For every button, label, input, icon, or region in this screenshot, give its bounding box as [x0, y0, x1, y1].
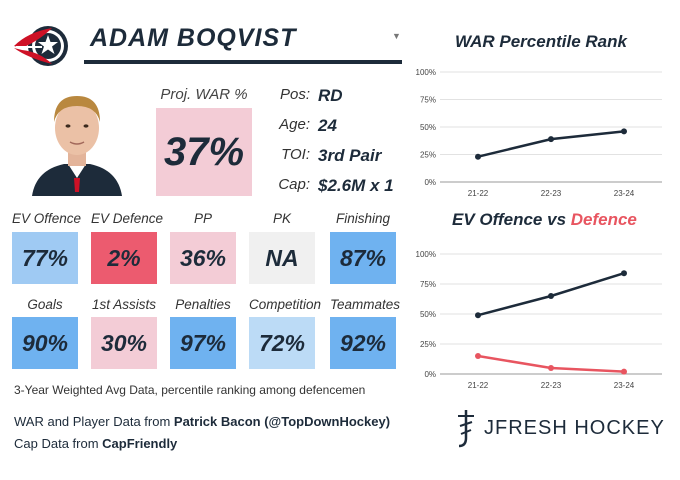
y-tick-label: 0%: [424, 178, 436, 187]
cap-credit-source: CapFriendly: [102, 436, 178, 451]
metric-label: EV Defence: [91, 211, 164, 226]
metric-label: Goals: [27, 297, 63, 312]
war-credit-source: Patrick Bacon (@TopDownHockey): [173, 414, 391, 429]
jfresh-logo-icon: [458, 410, 474, 448]
metric-label: PP: [193, 211, 212, 226]
ev-title-vs: vs: [542, 210, 571, 229]
metric-tile: 90%: [12, 317, 78, 369]
war-credit: WAR and Player Data from Patrick Bacon (…: [14, 414, 390, 429]
proj-war-value: 37%: [156, 108, 252, 196]
info-key: Pos:: [279, 86, 310, 103]
y-tick-label: 100%: [416, 68, 436, 77]
data-point: [621, 270, 627, 277]
proj-war-label: Proj. WAR %: [160, 86, 248, 103]
ev-chart-title: EV Offence vs Defence: [452, 210, 637, 230]
cap-credit-prefix: Cap Data from: [14, 436, 103, 451]
metric-tile: 2%: [91, 232, 157, 284]
data-point: [475, 353, 481, 359]
brand: JFRESH HOCKEY: [454, 408, 670, 450]
y-tick-label: 75%: [420, 280, 436, 289]
info-key: Age:: [279, 116, 310, 133]
y-tick-label: 100%: [416, 250, 436, 259]
data-point: [548, 365, 554, 371]
war-chart-title: WAR Percentile Rank: [455, 32, 627, 51]
metric-label: Finishing: [335, 211, 391, 226]
y-tick-label: 0%: [424, 370, 436, 379]
war-percentile-chart: 0% 25% 50% 75% 100% 21-22 22-23 23-24: [416, 68, 662, 198]
info-row-age: Age: 24: [270, 116, 410, 140]
metric-label: 1st Assists: [91, 297, 156, 312]
data-point: [548, 293, 554, 299]
metric-label: Teammates: [330, 297, 401, 312]
info-key: TOI:: [281, 146, 310, 163]
team-logo-icon: [14, 26, 68, 66]
ev-title-defence: Defence: [570, 210, 637, 229]
y-tick-label: 75%: [420, 96, 436, 105]
series-line-0: [477, 130, 625, 158]
x-tick-label: 21-22: [468, 381, 489, 390]
brand-text: JFRESH HOCKEY: [484, 417, 665, 439]
x-tick-label: 21-22: [468, 189, 489, 198]
info-value: RD: [318, 86, 343, 105]
war-credit-prefix: WAR and Player Data from: [14, 414, 174, 429]
y-tick-label: 25%: [420, 340, 436, 349]
data-footnote: 3-Year Weighted Avg Data, percentile ran…: [14, 383, 366, 397]
ev-offence-defence-chart: 0% 25% 50% 75% 100% 21-22 22-23 23-24: [416, 250, 662, 390]
x-tick-label: 22-23: [541, 381, 562, 390]
data-point: [621, 368, 627, 375]
cap-credit: Cap Data from CapFriendly: [14, 436, 177, 451]
data-point: [475, 312, 481, 319]
metric-tile: 87%: [330, 232, 396, 284]
y-tick-label: 25%: [420, 151, 436, 160]
info-row-toi: TOI: 3rd Pair: [270, 146, 410, 170]
y-tick-label: 50%: [420, 123, 436, 132]
title-underline: [84, 60, 402, 64]
metric-tile: 77%: [12, 232, 78, 284]
info-value: $2.6M x 1: [318, 176, 394, 195]
data-point: [475, 153, 481, 160]
info-value: 3rd Pair: [318, 146, 382, 165]
metric-tile: NA: [249, 232, 315, 284]
info-key: Cap:: [278, 176, 310, 193]
metric-label: PK: [272, 211, 291, 226]
y-tick-label: 50%: [420, 310, 436, 319]
info-row-cap: Cap: $2.6M x 1: [270, 176, 410, 200]
info-value: 24: [318, 116, 337, 135]
data-point: [621, 128, 627, 135]
metric-label: Penalties: [175, 297, 231, 312]
data-point: [548, 136, 554, 143]
info-row-position: Pos: RD: [270, 86, 410, 110]
player-headshot-icon: [32, 96, 122, 196]
x-tick-label: 23-24: [614, 381, 635, 390]
metric-tile: 97%: [170, 317, 236, 369]
x-tick-label: 23-24: [614, 189, 635, 198]
metric-label: EV Offence: [12, 211, 82, 226]
metric-tile: 72%: [249, 317, 315, 369]
metric-tile: 92%: [330, 317, 396, 369]
ev-title-offence: EV Offence: [452, 210, 543, 229]
metric-tile: 30%: [91, 317, 157, 369]
metric-label: Competition: [249, 297, 322, 312]
player-name: ADAM BOQVIST: [90, 24, 297, 52]
chevron-down-icon[interactable]: ▼: [392, 31, 401, 41]
metric-tile: 36%: [170, 232, 236, 284]
x-tick-label: 22-23: [541, 189, 562, 198]
